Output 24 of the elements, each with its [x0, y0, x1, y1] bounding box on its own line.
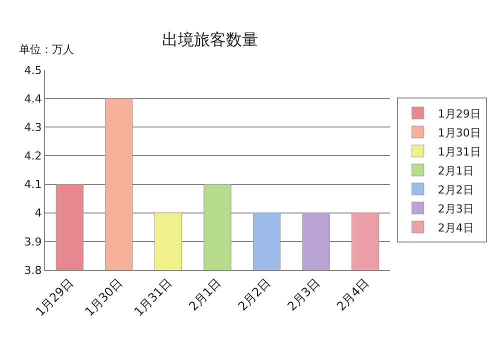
legend-label: 1月30日: [438, 126, 481, 140]
y-tick-label: 4.3: [24, 120, 42, 134]
x-tick-label: 2月4日: [334, 276, 372, 314]
y-tick-label: 4.4: [24, 92, 42, 106]
y-tick-label: 3.9: [24, 235, 42, 248]
x-tick-label: 1月31日: [132, 276, 175, 319]
y-tick-label: 4.2: [24, 150, 42, 163]
legend-label: 2月1日: [438, 164, 474, 178]
x-tick-label: 2月3日: [284, 276, 322, 314]
legend-label: 2月4日: [438, 221, 474, 234]
x-tick-label: 1月29日: [32, 276, 76, 319]
legend-label: 1月31日: [438, 145, 481, 158]
chart-title: 出境旅客数量: [162, 30, 258, 50]
legend-label: 2月2日: [438, 183, 474, 196]
legend-label: 2月3日: [438, 202, 474, 216]
y-tick-label: 4.1: [24, 178, 42, 192]
x-tick-label: 2月1日: [186, 276, 224, 314]
y-axis-title: 单位：万人: [19, 43, 74, 56]
x-tick-label: 1月30日: [82, 276, 126, 319]
legend-label: 1月29日: [438, 107, 481, 120]
y-tick-label: 4.5: [24, 64, 42, 77]
y-tick-label: 3.8: [24, 264, 42, 277]
y-tick-label: 4: [34, 206, 42, 220]
x-tick-label: 2月2日: [235, 276, 274, 314]
